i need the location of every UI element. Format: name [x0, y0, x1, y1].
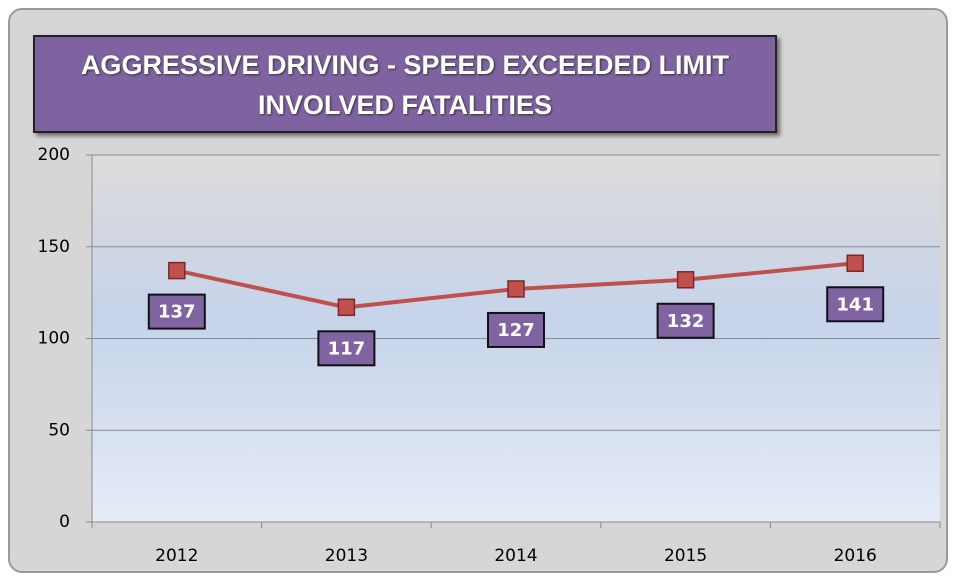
- x-tick-label: 2013: [325, 546, 368, 566]
- y-tick-label: 50: [48, 420, 70, 440]
- chart-title: AGGRESSIVE DRIVING - SPEED EXCEEDED LIMI…: [33, 35, 777, 133]
- marker: [337, 298, 356, 317]
- y-tick-label: 0: [59, 512, 70, 532]
- y-tick-label: 200: [38, 145, 70, 165]
- data-label: 137: [158, 302, 196, 323]
- x-tick-label: 2014: [494, 546, 537, 566]
- data-label-box: [487, 311, 545, 348]
- data-label: 127: [497, 320, 535, 341]
- marker: [846, 254, 864, 273]
- y-tick-label: 150: [38, 237, 70, 257]
- y-tick-label: 100: [38, 329, 70, 349]
- x-tick-label: 2012: [155, 546, 198, 566]
- data-label-box: [147, 293, 206, 330]
- x-tick-label: 2015: [664, 546, 707, 566]
- marker: [507, 280, 525, 298]
- data-label-box: [317, 330, 376, 367]
- data-label-box: [656, 302, 715, 339]
- data-label-box: [826, 286, 885, 323]
- marker: [168, 261, 186, 280]
- data-label: 132: [667, 311, 705, 332]
- data-label: 117: [328, 338, 366, 359]
- x-tick-label: 2016: [834, 546, 877, 566]
- data-label: 141: [836, 294, 874, 315]
- marker: [676, 271, 695, 289]
